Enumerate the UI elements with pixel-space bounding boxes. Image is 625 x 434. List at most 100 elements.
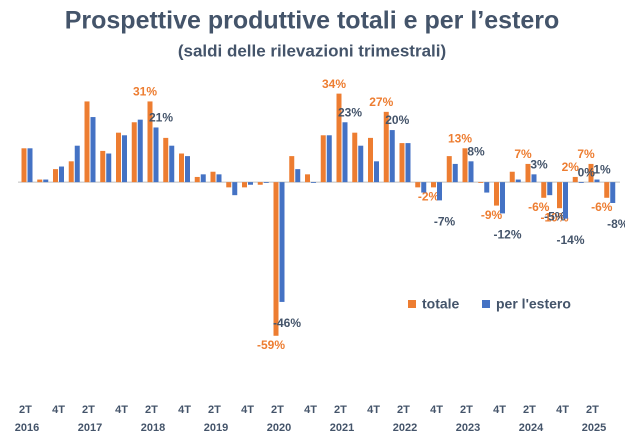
legend-label: totale [422,296,460,312]
bar [248,182,253,185]
bar [53,169,58,183]
bar [273,182,279,336]
x-tick-label: 2T 2021 [330,404,354,434]
bar [368,137,373,183]
bar [547,182,553,196]
bar [452,163,458,183]
bar [37,179,43,183]
legend-swatch [482,300,490,308]
bar [311,182,316,183]
bar [100,150,106,183]
bar [352,132,358,183]
bar [305,174,310,183]
bar [106,153,112,183]
bar [399,143,405,183]
bar [541,182,547,198]
legend-swatch [408,300,416,308]
bar [336,93,342,183]
bar [478,182,484,183]
x-tick-label: 2T 2025 [582,404,606,434]
bar [210,171,216,183]
x-tick-label: 2T 2023 [456,404,480,434]
data-label: 21% [149,111,173,125]
bar [610,182,616,203]
bar [374,161,379,183]
x-tick-label: 4T [430,404,443,416]
bar [179,153,184,183]
data-label: 2% [562,160,580,174]
data-label: -6% [591,200,613,214]
data-label: 34% [322,77,346,91]
bar [342,122,348,183]
bar [468,161,474,183]
bar [326,135,332,183]
data-label: 1% [593,163,611,177]
data-label: 13% [448,131,472,145]
bar [131,122,137,183]
bar [147,101,153,183]
bar [59,166,64,183]
data-label: 7% [514,147,532,161]
data-label: -2% [418,190,440,204]
bar [446,156,452,183]
bar [289,156,295,183]
bar [232,182,238,196]
x-tick-label: 4T [52,404,65,416]
bar [226,182,232,188]
bar [320,135,326,183]
x-tick-label: 2T 2022 [393,404,417,434]
x-tick-label: 4T [367,404,380,416]
bar [169,145,175,183]
x-tick-label: 4T [178,404,191,416]
data-label: 7% [577,147,595,161]
bar [557,182,562,209]
bar [242,182,247,188]
data-label: -46% [273,316,301,330]
x-tick-label: 4T [556,404,569,416]
bar [515,179,521,183]
x-tick-label: 4T [304,404,317,416]
bar [421,182,427,193]
bar [484,182,490,193]
bar [405,143,411,183]
x-tick-label: 2T 2016 [15,404,39,434]
data-label: -10% [540,210,568,224]
bar [137,119,143,183]
bar [531,174,537,183]
bar [415,182,421,188]
bar [74,145,80,183]
bar [389,130,395,183]
bar [494,182,499,206]
bar [383,111,389,183]
bar [572,176,578,183]
bar [509,171,515,183]
x-tick-label: 4T [115,404,128,416]
bar [116,132,121,183]
bar [263,182,269,183]
bar [462,148,468,183]
data-label: 3% [530,158,548,172]
data-label: -8% [607,217,625,231]
bar [153,127,159,183]
data-label: 23% [338,105,362,119]
x-tick-label: 2T 2018 [141,404,165,434]
bar [200,174,206,183]
bar [90,117,96,183]
bar [163,137,169,183]
data-label: -9% [481,208,503,222]
bar [500,182,505,214]
bar [185,156,190,183]
x-tick-label: 2T 2019 [204,404,228,434]
x-tick-label: 2T 2017 [78,404,102,434]
bar [257,182,263,185]
bar [431,182,436,188]
bar [21,148,27,183]
x-tick-label: 2T 2020 [267,404,291,434]
bar [43,179,49,183]
x-tick-label: 4T [493,404,506,416]
bar [27,148,33,183]
x-tick-label: 4T [241,404,254,416]
legend-label: per l'estero [496,296,571,312]
bar [279,182,285,302]
